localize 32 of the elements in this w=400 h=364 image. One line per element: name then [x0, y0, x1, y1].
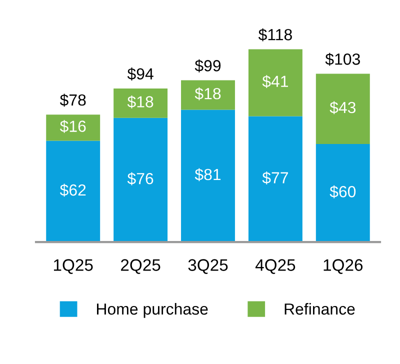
- data-label: $76: [127, 172, 154, 186]
- x-tick-label: 4Q25: [255, 259, 296, 274]
- bar: [316, 74, 370, 144]
- data-label: $77: [262, 171, 288, 184]
- data-label: $16: [60, 120, 86, 133]
- legend-label: Home purchase: [97, 302, 208, 318]
- bar: [46, 114, 100, 141]
- data-label: $43: [330, 101, 356, 114]
- bar: [181, 80, 235, 110]
- bar: [248, 49, 302, 116]
- total-label: $78: [60, 94, 86, 107]
- bar: [114, 88, 168, 118]
- x-tick-label: 1Q26: [324, 259, 363, 274]
- total-label: $99: [194, 59, 221, 72]
- data-label: $62: [60, 184, 86, 197]
- data-label: $18: [127, 95, 154, 108]
- bar: [181, 110, 235, 242]
- data-label: $18: [194, 87, 221, 100]
- bar: [316, 144, 370, 242]
- data-label: $81: [194, 168, 221, 182]
- data-label: $60: [330, 185, 356, 198]
- bar: [248, 116, 302, 242]
- total-label: $118: [258, 28, 292, 42]
- bar: [46, 140, 100, 242]
- legend-label: Refinance: [284, 302, 355, 315]
- x-tick-label: 1Q25: [54, 259, 93, 274]
- data-label: $41: [262, 75, 288, 88]
- x-tick-label: 3Q25: [188, 259, 228, 274]
- total-label: $103: [325, 52, 360, 66]
- total-label: $94: [127, 68, 154, 80]
- bar: [114, 118, 168, 242]
- x-tick-label: 2Q25: [121, 259, 160, 274]
